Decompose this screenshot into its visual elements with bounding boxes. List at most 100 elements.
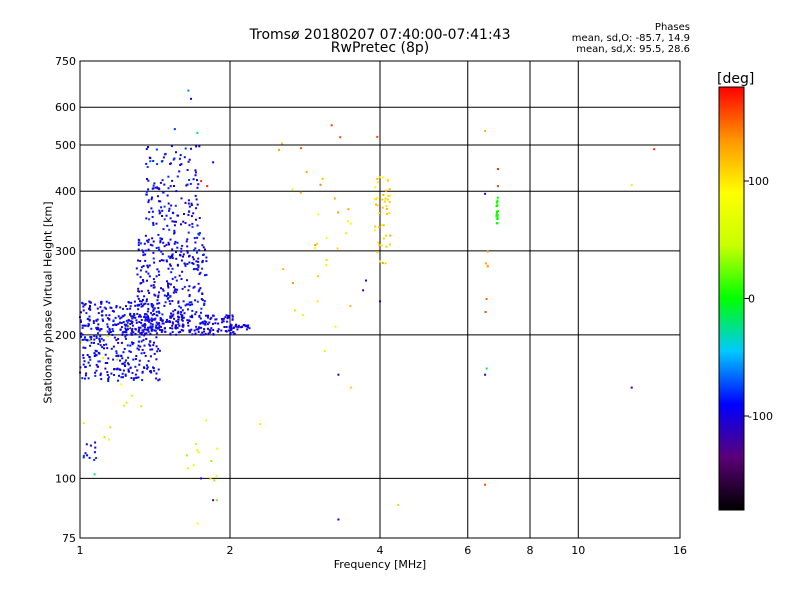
data-point bbox=[197, 330, 200, 333]
data-point bbox=[178, 157, 181, 160]
data-point bbox=[169, 257, 172, 260]
data-point bbox=[149, 325, 152, 328]
data-point bbox=[93, 352, 96, 355]
data-point bbox=[146, 178, 148, 180]
data-point bbox=[102, 339, 105, 342]
data-point bbox=[104, 367, 107, 370]
data-point bbox=[237, 326, 240, 329]
data-point bbox=[181, 309, 184, 312]
data-point bbox=[137, 287, 140, 290]
data-point bbox=[95, 350, 98, 353]
data-point bbox=[122, 321, 125, 323]
data-point bbox=[139, 242, 142, 245]
data-point bbox=[142, 280, 145, 283]
data-point bbox=[166, 318, 168, 321]
data-point bbox=[126, 321, 129, 324]
data-point bbox=[88, 456, 91, 459]
data-point bbox=[145, 298, 148, 301]
data-point bbox=[196, 224, 199, 227]
data-point bbox=[225, 326, 228, 328]
data-point bbox=[124, 335, 127, 338]
data-point bbox=[142, 330, 145, 333]
data-point bbox=[135, 376, 138, 379]
data-point bbox=[183, 213, 185, 215]
data-point bbox=[124, 374, 127, 377]
data-point bbox=[84, 303, 87, 305]
data-point bbox=[89, 305, 91, 307]
data-point bbox=[173, 229, 176, 232]
data-point bbox=[156, 350, 159, 353]
data-point bbox=[132, 342, 135, 344]
data-point bbox=[376, 196, 379, 199]
data-point bbox=[169, 295, 172, 298]
data-point bbox=[184, 201, 187, 204]
data-point bbox=[225, 330, 228, 333]
data-point bbox=[204, 333, 207, 335]
data-point bbox=[161, 320, 164, 323]
data-point bbox=[157, 187, 160, 190]
data-point bbox=[212, 499, 215, 502]
data-point bbox=[155, 321, 158, 324]
data-point bbox=[117, 355, 120, 358]
data-point bbox=[143, 344, 146, 347]
data-point bbox=[197, 266, 200, 269]
data-point bbox=[193, 249, 195, 252]
data-point bbox=[210, 460, 213, 462]
data-point bbox=[630, 386, 633, 389]
data-point bbox=[199, 287, 202, 290]
data-point bbox=[293, 309, 296, 312]
data-point bbox=[226, 317, 229, 320]
data-point bbox=[125, 337, 127, 340]
data-point bbox=[135, 267, 138, 270]
data-point bbox=[187, 231, 190, 234]
data-point bbox=[379, 260, 382, 263]
data-point bbox=[98, 360, 101, 363]
data-point bbox=[90, 338, 93, 341]
data-point bbox=[141, 304, 144, 307]
data-point bbox=[316, 300, 319, 303]
data-point bbox=[167, 175, 170, 178]
data-point bbox=[153, 341, 155, 344]
data-point bbox=[117, 379, 119, 382]
data-point bbox=[164, 330, 167, 333]
data-point bbox=[166, 297, 169, 300]
data-point bbox=[137, 238, 140, 241]
data-point bbox=[121, 333, 124, 336]
data-point bbox=[133, 316, 135, 319]
data-point bbox=[143, 295, 146, 298]
data-point bbox=[163, 304, 166, 307]
data-point bbox=[189, 182, 192, 185]
data-point bbox=[204, 248, 206, 251]
data-point bbox=[195, 171, 197, 174]
data-point bbox=[186, 263, 189, 265]
data-point bbox=[496, 217, 499, 220]
data-point bbox=[373, 198, 376, 201]
data-point bbox=[200, 477, 203, 480]
data-point bbox=[182, 329, 185, 332]
data-point bbox=[103, 344, 105, 346]
data-point bbox=[177, 331, 180, 334]
data-point bbox=[299, 191, 302, 194]
data-point bbox=[179, 330, 182, 333]
data-point bbox=[210, 327, 213, 330]
data-point bbox=[198, 288, 201, 291]
data-point bbox=[230, 328, 233, 331]
data-point bbox=[145, 337, 148, 340]
data-point bbox=[386, 198, 389, 201]
data-point bbox=[204, 323, 207, 326]
data-point bbox=[87, 377, 90, 380]
data-point bbox=[376, 181, 379, 184]
data-point bbox=[82, 309, 85, 312]
data-point bbox=[151, 210, 154, 213]
data-point bbox=[151, 313, 154, 316]
data-point bbox=[106, 323, 109, 326]
data-point bbox=[155, 377, 158, 380]
data-point bbox=[197, 257, 200, 260]
data-point bbox=[187, 202, 190, 205]
data-point bbox=[187, 467, 190, 470]
data-point bbox=[123, 361, 126, 364]
data-point bbox=[125, 333, 128, 336]
data-point bbox=[166, 280, 168, 283]
data-point bbox=[161, 253, 164, 256]
data-point bbox=[140, 303, 143, 306]
